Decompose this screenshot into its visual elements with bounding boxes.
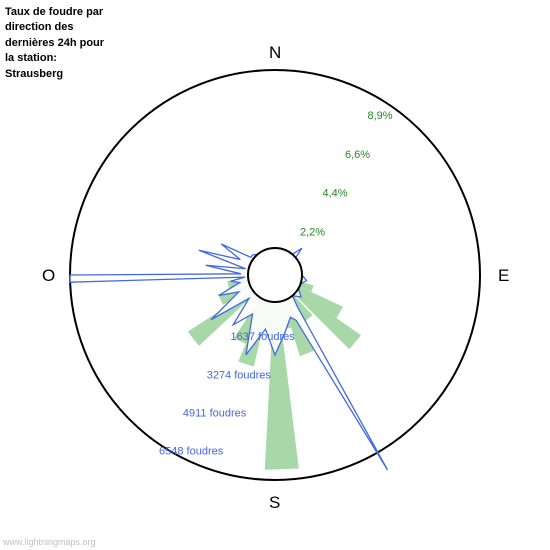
green-ring-label: 8,9% [368,110,393,122]
compass-E: E [498,266,509,285]
compass-W: O [42,266,55,285]
blue-ring-label: 6548 foudres [159,446,224,458]
chart-container: Taux de foudre par direction des dernièr… [0,0,550,550]
blue-ring-label: 4911 foudres [183,407,247,419]
compass-N: N [269,43,281,62]
green-ring-label: 2,2% [300,227,325,239]
compass-S: S [269,493,280,512]
green-ring-label: 6,6% [345,149,370,161]
blue-ring-label: 1637 foudres [231,331,296,343]
green-ring-label: 4,4% [323,188,348,200]
blue-ring-label: 3274 foudres [207,369,272,381]
attribution: www.lightningmaps.org [3,537,96,547]
polar-chart: N E S O 2,2% 4,4% 6,6% 8,9% 1637 foudres 3274 fou… [0,0,550,550]
